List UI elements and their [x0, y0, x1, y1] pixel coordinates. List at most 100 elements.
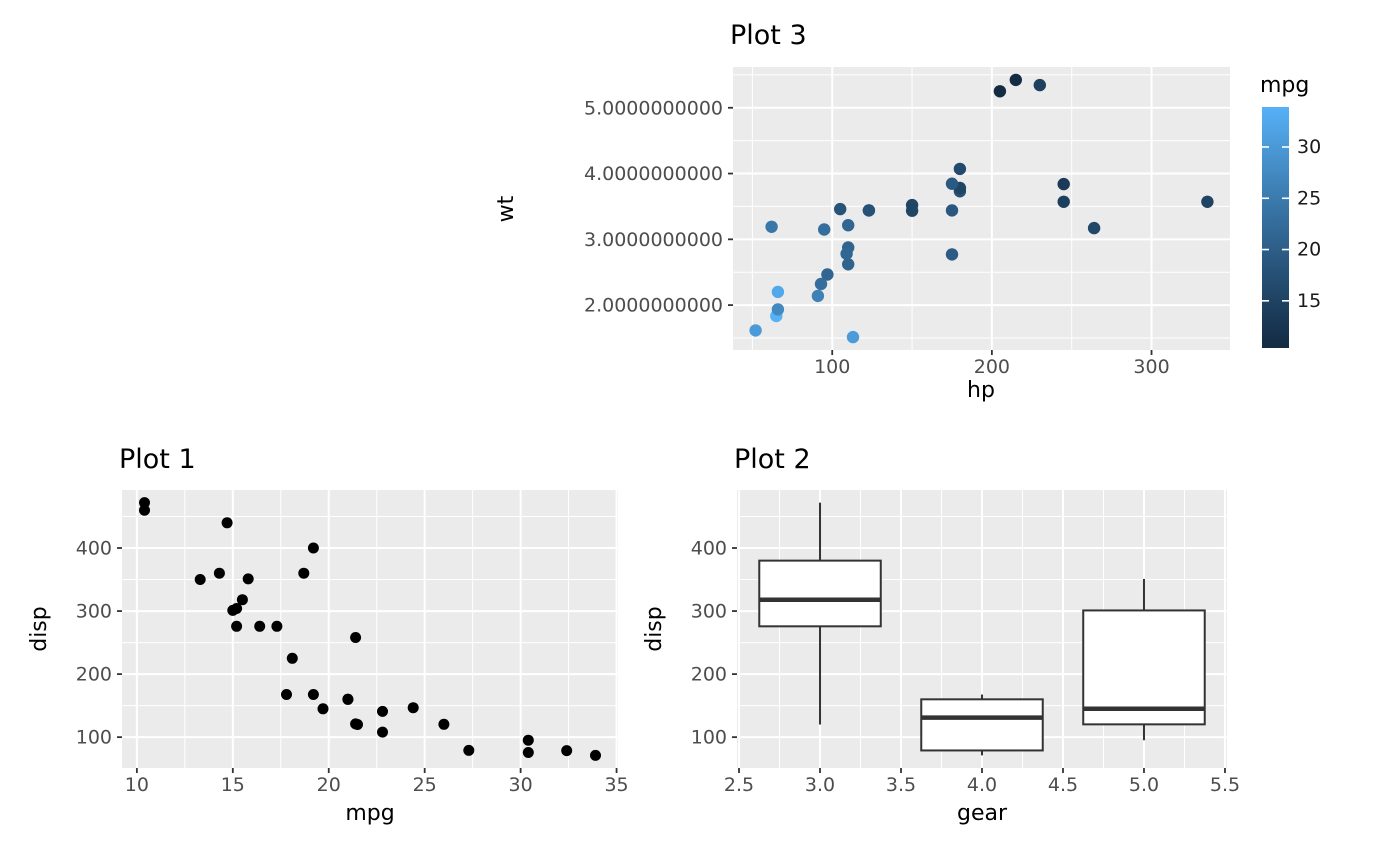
data-point — [993, 85, 1007, 98]
data-point — [231, 620, 243, 632]
data-point — [298, 567, 310, 579]
data-point — [377, 705, 388, 717]
x-tick-label: 25 — [413, 774, 437, 796]
x-tick-label: 100 — [814, 356, 850, 378]
x-tick-label: 30 — [509, 774, 533, 796]
legend-title: mpg — [1260, 73, 1309, 98]
y-tick-label: 5.0000000000 — [584, 97, 723, 119]
data-point — [242, 573, 254, 585]
data-point — [463, 744, 475, 756]
y-tick-label: 3.0000000000 — [584, 229, 723, 251]
data-point — [221, 517, 233, 529]
data-point — [438, 718, 450, 730]
box — [758, 559, 882, 628]
data-point — [945, 177, 959, 190]
plot2-y-axis-title: disp — [642, 606, 667, 652]
y-tick-label: 400 — [76, 538, 112, 560]
data-point — [842, 219, 855, 232]
x-tick-label: 300 — [1133, 356, 1169, 378]
legend-tick-label: 15 — [1297, 290, 1321, 312]
legend-tick-label: 30 — [1297, 136, 1321, 158]
data-point — [317, 703, 329, 715]
box — [920, 698, 1044, 752]
y-tick-label: 100 — [691, 727, 727, 749]
data-point — [749, 324, 762, 337]
data-point — [139, 504, 150, 516]
data-point — [307, 689, 319, 700]
plot1-group: 10 15 20 25 30 35 100 200 300 400 mpg disp Plot 1 — [27, 444, 629, 826]
data-point — [522, 734, 534, 746]
data-point — [811, 289, 825, 303]
data-point — [953, 162, 967, 176]
data-point — [840, 247, 853, 260]
x-tick-label: 200 — [974, 356, 1010, 378]
y-tick-label: 200 — [691, 664, 727, 686]
data-point — [271, 620, 283, 632]
plot1-y-axis-title: disp — [27, 606, 52, 652]
plot2-group: 2.5 3.0 3.5 4.0 4.5 5.0 5.5 100 200 300 400 gear dis… — [642, 444, 1240, 826]
plot3-x-axis-title: hp — [967, 378, 995, 403]
data-point — [590, 749, 601, 761]
data-point — [281, 689, 292, 700]
x-tick-label: 10 — [125, 774, 149, 796]
data-point — [945, 248, 959, 261]
data-point — [905, 204, 919, 217]
plot3-group: 100 200 300 2.0000000000 3.0000000000 4.00000… — [494, 20, 1321, 403]
data-point — [814, 277, 828, 291]
data-point — [350, 632, 362, 643]
data-point — [407, 702, 419, 714]
data-point — [1033, 78, 1047, 92]
data-point — [771, 303, 785, 316]
data-point — [821, 268, 834, 281]
data-point — [834, 202, 847, 216]
data-point — [522, 747, 534, 758]
data-point — [842, 258, 855, 271]
y-tick-label: 4.0000000000 — [584, 163, 723, 185]
box — [1082, 609, 1206, 726]
legend-gradient-bar — [1262, 107, 1289, 348]
data-point — [945, 204, 959, 217]
x-tick-label: 5.0 — [1129, 774, 1159, 796]
data-point — [286, 652, 298, 664]
data-point — [307, 542, 319, 554]
legend-tick-label: 20 — [1297, 239, 1321, 261]
x-tick-label: 4.0 — [967, 774, 997, 796]
y-tick-label: 200 — [76, 664, 112, 686]
data-point — [1201, 195, 1214, 208]
data-point — [765, 220, 778, 233]
plot1-title: Plot 1 — [119, 444, 196, 475]
data-point — [1087, 221, 1101, 235]
plot2-title: Plot 2 — [734, 444, 811, 475]
data-point — [1057, 195, 1070, 208]
x-tick-label: 35 — [604, 774, 628, 796]
legend-tick-label: 25 — [1297, 187, 1321, 209]
data-point — [139, 497, 150, 509]
data-point — [194, 574, 206, 585]
plot3-y-axis-title: wt — [494, 195, 519, 222]
data-point — [236, 594, 248, 606]
plot3-panel — [733, 67, 1230, 350]
data-point — [213, 567, 225, 579]
plot3-title: Plot 3 — [730, 20, 807, 51]
data-point — [862, 204, 876, 217]
data-point — [818, 223, 831, 236]
y-tick-label: 300 — [76, 601, 112, 623]
data-point — [1057, 177, 1070, 191]
data-point — [350, 718, 362, 730]
data-point — [771, 285, 785, 299]
data-point — [342, 693, 354, 705]
x-tick-label: 3.0 — [805, 774, 835, 796]
x-tick-label: 2.5 — [724, 774, 754, 796]
x-tick-label: 5.5 — [1210, 774, 1240, 796]
y-tick-label: 100 — [76, 727, 112, 749]
y-tick-label: 2.0000000000 — [584, 295, 723, 317]
x-tick-label: 20 — [317, 774, 341, 796]
data-point — [227, 604, 239, 616]
plot1-x-axis-title: mpg — [345, 801, 394, 826]
x-tick-label: 3.5 — [886, 774, 916, 796]
data-point — [846, 330, 860, 344]
x-tick-label: 15 — [221, 774, 245, 796]
y-tick-label: 400 — [691, 538, 727, 560]
